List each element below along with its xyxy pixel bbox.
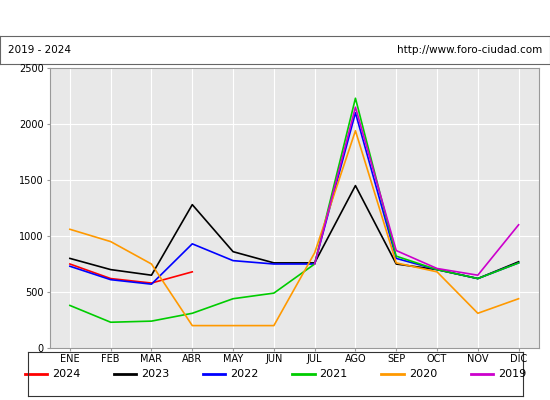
Text: 2021: 2021: [320, 369, 348, 379]
Text: http://www.foro-ciudad.com: http://www.foro-ciudad.com: [397, 45, 542, 55]
Text: Evolucion Nº Turistas Nacionales en el municipio de As Neves: Evolucion Nº Turistas Nacionales en el m…: [70, 12, 480, 24]
Text: 2023: 2023: [141, 369, 169, 379]
Text: 2024: 2024: [52, 369, 81, 379]
Text: 2022: 2022: [230, 369, 259, 379]
Text: 2020: 2020: [409, 369, 437, 379]
Text: 2019: 2019: [498, 369, 526, 379]
Text: 2019 - 2024: 2019 - 2024: [8, 45, 72, 55]
